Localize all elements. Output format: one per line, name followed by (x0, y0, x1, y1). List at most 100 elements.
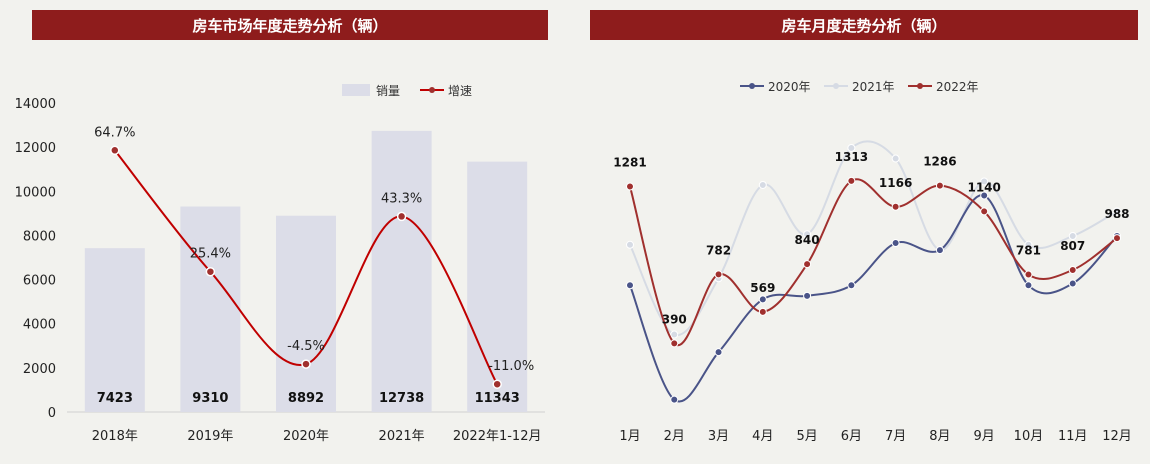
y-tick-label: 4000 (23, 318, 56, 333)
series-line-2021年 (629, 140, 1118, 337)
bar (276, 215, 336, 412)
month-tick-label: 11月 (1058, 429, 1088, 444)
series-point (891, 239, 900, 248)
y-tick-label: 8000 (23, 229, 56, 244)
growth-label: 43.3% (381, 191, 422, 206)
series-point (758, 295, 767, 304)
series-point (1113, 234, 1121, 243)
series-point (670, 339, 679, 348)
value-label-2022: 781 (1016, 244, 1041, 258)
bar-value-label: 12738 (379, 391, 424, 406)
series-point (1068, 265, 1077, 274)
growth-point (110, 145, 120, 156)
month-tick-label: 1月 (619, 429, 640, 444)
y-tick-label: 14000 (15, 97, 56, 112)
month-tick-label: 9月 (974, 429, 995, 444)
series-point (758, 180, 767, 189)
value-label-2022: 1286 (923, 155, 956, 169)
series-point (935, 181, 944, 190)
series-point (626, 281, 634, 290)
legend-marker (833, 83, 839, 89)
bar (467, 161, 528, 412)
series-point (1024, 240, 1033, 249)
y-tick-label: 12000 (15, 141, 56, 156)
legend-label: 2022年 (936, 80, 979, 94)
x-tick-label: 2019年 (187, 429, 233, 444)
legend-label-sales: 销量 (376, 84, 400, 98)
value-label-2022: 390 (662, 312, 687, 326)
x-tick-label: 2022年1-12月 (453, 429, 542, 444)
bar (180, 206, 241, 412)
series-point (847, 144, 856, 152)
value-label-2022: 840 (795, 233, 820, 247)
month-tick-label: 10月 (1014, 429, 1044, 444)
value-label-2022: 988 (1104, 207, 1129, 221)
bar-value-label: 7423 (97, 391, 133, 406)
month-tick-label: 4月 (752, 429, 773, 444)
growth-line (114, 149, 499, 385)
month-tick-label: 6月 (841, 429, 862, 444)
series-point (758, 307, 767, 316)
series-point (891, 154, 900, 163)
growth-label: 64.7% (94, 125, 135, 140)
legend-label: 2021年 (852, 80, 895, 94)
series-point (714, 348, 723, 357)
series-point (980, 207, 989, 216)
series-point (891, 202, 900, 211)
bar-value-label: 11343 (475, 391, 520, 406)
value-label-2022: 1140 (967, 180, 1000, 194)
series-point (1024, 281, 1033, 290)
value-label-2022: 782 (706, 243, 731, 257)
series-point (980, 191, 989, 200)
growth-point (301, 359, 311, 369)
series-point (803, 291, 812, 300)
x-tick-label: 2018年 (92, 429, 138, 444)
series-point (670, 330, 679, 339)
month-tick-label: 8月 (929, 429, 950, 444)
month-tick-label: 2月 (664, 429, 685, 444)
month-tick-label: 12月 (1102, 429, 1132, 444)
legend-label: 2020年 (768, 80, 811, 94)
legend-marker (749, 83, 755, 89)
growth-label: -4.5% (287, 339, 325, 354)
bar (371, 130, 432, 413)
annual-chart-title: 房车市场年度走势分析（辆） (32, 10, 548, 40)
month-tick-label: 7月 (885, 429, 906, 444)
bar-value-label: 9310 (192, 391, 228, 406)
series-point (935, 246, 944, 255)
value-label-2022: 569 (750, 281, 775, 295)
y-tick-label: 0 (48, 406, 56, 421)
x-tick-label: 2020年 (283, 429, 329, 444)
monthly-chart-title: 房车月度走势分析（辆） (590, 10, 1138, 40)
series-point (803, 260, 812, 269)
series-point (1113, 207, 1121, 216)
growth-point (492, 379, 502, 389)
series-point (803, 230, 812, 239)
legend-label-growth: 增速 (448, 84, 472, 98)
x-tick-label: 2021年 (379, 429, 425, 444)
bar-value-label: 8892 (288, 391, 324, 406)
legend-marker (917, 83, 923, 89)
value-label-2022: 1166 (879, 176, 912, 190)
series-point (1068, 232, 1077, 240)
y-tick-label: 10000 (15, 185, 56, 200)
series-point (847, 281, 856, 290)
series-point (1024, 270, 1033, 279)
growth-label: -11.0% (488, 359, 534, 374)
value-label-2022: 1281 (613, 156, 646, 170)
series-point (626, 240, 634, 249)
series-point (1068, 279, 1077, 288)
month-tick-label: 3月 (708, 429, 729, 444)
series-point (714, 270, 723, 279)
series-point (847, 176, 856, 185)
y-tick-label: 2000 (23, 362, 56, 377)
growth-point (396, 211, 407, 222)
bar (84, 248, 145, 412)
series-point (980, 177, 989, 186)
legend-swatch-sales (342, 84, 370, 96)
growth-label: 25.4% (190, 247, 231, 262)
series-point (670, 395, 679, 404)
month-tick-label: 5月 (796, 429, 817, 444)
value-label-2022: 807 (1060, 239, 1085, 253)
